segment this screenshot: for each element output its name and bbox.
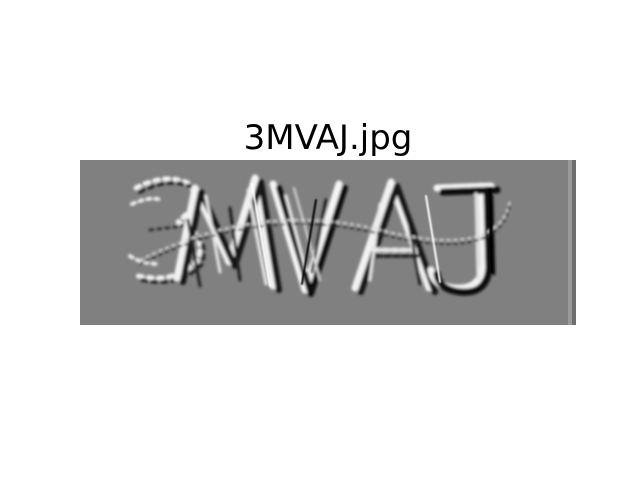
figure-title: 3MVAJ.jpg bbox=[243, 118, 413, 158]
captcha-glyph-M bbox=[173, 174, 282, 293]
captcha-image-canvas bbox=[80, 160, 576, 325]
captcha-accent bbox=[488, 188, 494, 274]
captcha-accent bbox=[425, 195, 441, 283]
captcha-accent bbox=[301, 199, 317, 285]
image-edge-highlight bbox=[568, 160, 572, 325]
captcha-accents bbox=[251, 183, 494, 287]
captcha-glyphs bbox=[128, 174, 511, 297]
captcha-image bbox=[80, 160, 576, 325]
captcha-accent bbox=[251, 183, 271, 287]
captcha-glyph-A bbox=[351, 178, 438, 295]
image-edge-shadow bbox=[572, 160, 576, 325]
